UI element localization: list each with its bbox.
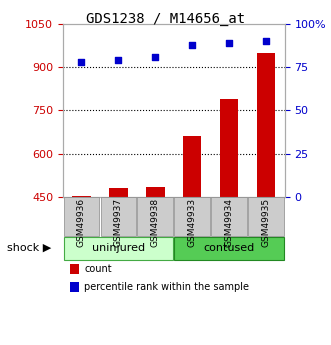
Text: GSM49938: GSM49938: [151, 198, 160, 247]
Text: uninjured: uninjured: [92, 243, 145, 253]
Text: percentile rank within the sample: percentile rank within the sample: [84, 282, 249, 292]
Bar: [109, 188, 127, 197]
Bar: [183, 136, 202, 197]
Text: GSM49935: GSM49935: [262, 198, 271, 247]
Bar: [146, 187, 165, 197]
Text: GSM49937: GSM49937: [114, 198, 123, 247]
Point: [263, 39, 269, 44]
Bar: [72, 196, 91, 197]
Text: GSM49933: GSM49933: [188, 198, 197, 247]
Text: GSM49934: GSM49934: [225, 198, 234, 247]
Text: shock ▶: shock ▶: [7, 243, 51, 253]
Bar: [220, 99, 238, 197]
Point: [116, 58, 121, 63]
Point: [226, 40, 232, 46]
Text: count: count: [84, 264, 112, 274]
Text: GDS1238 / M14656_at: GDS1238 / M14656_at: [86, 12, 245, 26]
Bar: [257, 53, 275, 197]
Point: [190, 42, 195, 48]
Text: GSM49936: GSM49936: [77, 198, 86, 247]
Point: [79, 59, 84, 65]
Point: [153, 54, 158, 60]
Text: contused: contused: [204, 243, 255, 253]
